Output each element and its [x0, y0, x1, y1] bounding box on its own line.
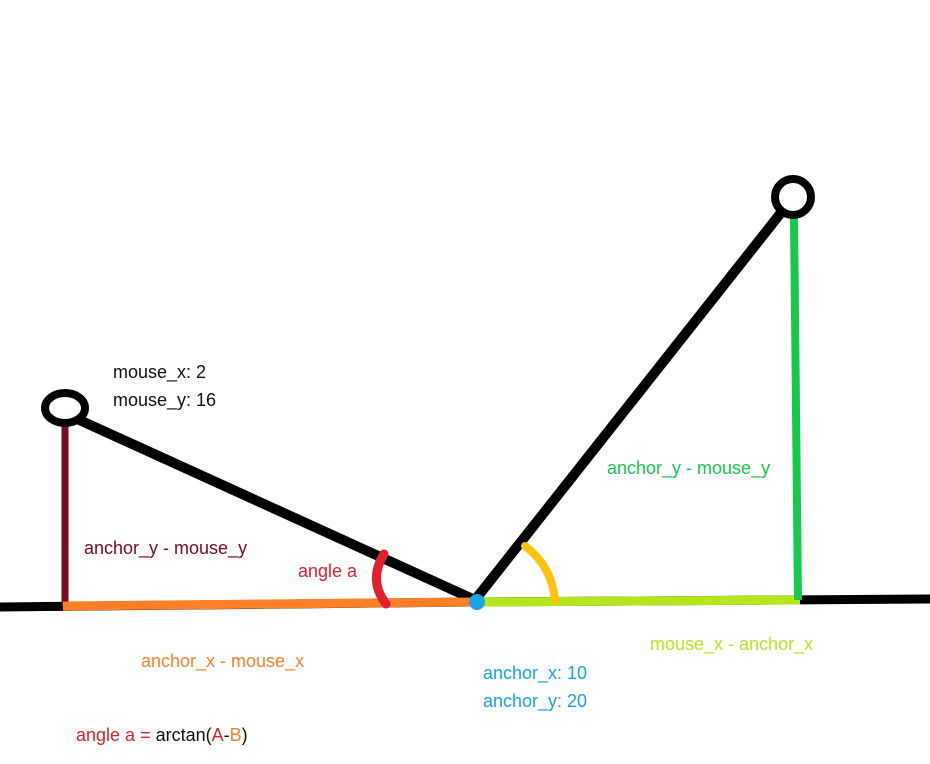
right-rod	[471, 210, 784, 604]
angle-a-label: angle a	[298, 561, 358, 581]
left-mouse-circle	[41, 389, 89, 427]
formula-lhs: angle a	[76, 725, 136, 745]
right-horizontal-leg	[479, 595, 801, 607]
formula-eq: =	[135, 725, 156, 745]
anchor-point	[469, 594, 485, 610]
anchor-x-label: anchor_x: 10	[483, 663, 587, 684]
left-vertical-label: anchor_y - mouse_y	[84, 538, 247, 559]
right-angle-arc	[521, 542, 559, 605]
left-horizontal-leg	[62, 597, 474, 611]
right-mouse-circle	[771, 175, 815, 219]
formula-close: )	[242, 725, 248, 745]
formula-a: A	[212, 725, 224, 745]
mouse-x-label: mouse_x: 2	[113, 362, 206, 383]
right-vertical-label: anchor_y - mouse_y	[607, 458, 770, 479]
right-vertical-leg	[790, 217, 802, 601]
left-horizontal-label: anchor_x - mouse_x	[141, 651, 304, 672]
mouse-y-label: mouse_y: 16	[113, 390, 216, 411]
formula-fn-open: arctan(	[156, 725, 212, 745]
formula: angle a = arctan(A-B)	[76, 725, 248, 745]
formula-b: B	[230, 725, 242, 745]
anchor-y-label: anchor_y: 20	[483, 691, 587, 712]
right-horizontal-label: mouse_x - anchor_x	[650, 634, 813, 655]
angle-a-arc	[372, 549, 391, 609]
left-rod	[72, 413, 478, 605]
formula-minus: -	[224, 725, 230, 745]
